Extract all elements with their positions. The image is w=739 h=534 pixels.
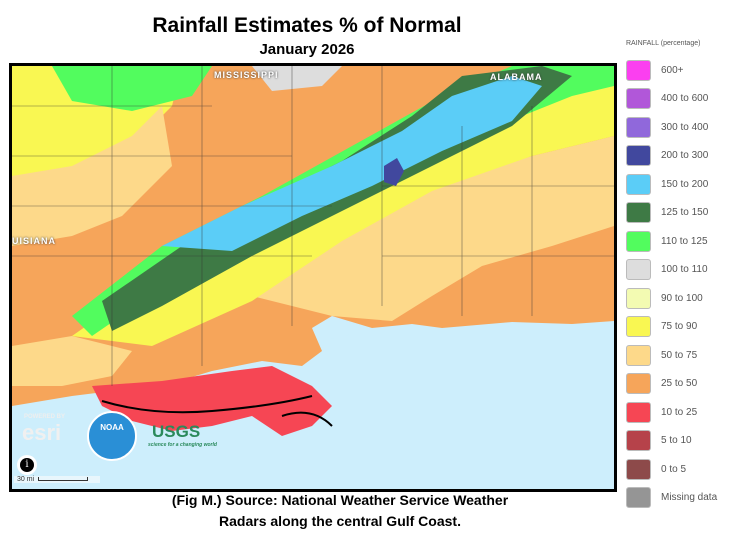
state-label-alabama: ALABAMA (490, 72, 543, 82)
legend-item: 110 to 125 (626, 227, 739, 256)
legend-swatch (626, 173, 651, 195)
legend-label: 5 to 10 (661, 435, 692, 447)
scale-bar-line (38, 477, 89, 481)
legend-swatch (626, 458, 651, 480)
legend-swatch (626, 487, 651, 509)
zone-yellow-band (72, 86, 614, 346)
legend-label: 100 to 110 (661, 264, 708, 276)
legend-swatch (626, 202, 651, 224)
county-boundaries (12, 66, 614, 386)
legend-label: 600+ (661, 64, 684, 76)
legend-item: 125 to 150 (626, 199, 739, 228)
zone-upper-left-light (12, 106, 172, 246)
legend-item: 0 to 5 (626, 455, 739, 484)
zone-north-gray (252, 66, 342, 91)
legend-label: 0 to 5 (661, 463, 687, 475)
coastline (101, 395, 333, 427)
esri-powered-by: POWERED BY (24, 414, 66, 420)
zone-coast-light (12, 336, 132, 386)
scale-label: 30 mi (17, 476, 35, 483)
legend-label: 90 to 100 (661, 292, 703, 304)
legend-header: RAINFALL (percentage) (626, 40, 701, 47)
legend-item: 600+ (626, 56, 739, 85)
legend-swatch (626, 116, 651, 138)
legend-label: 110 to 125 (661, 235, 708, 247)
legend-swatch (626, 145, 651, 167)
zone-coast-red (92, 366, 332, 436)
zone-purple-spot (384, 158, 404, 186)
legend-item: 300 to 400 (626, 113, 739, 142)
map-subtitle: January 2026 (259, 41, 355, 58)
caption-line-1: (Fig M.) Source: National Weather Servic… (171, 492, 509, 508)
map-title: Rainfall Estimates % of Normal (152, 14, 462, 37)
usgs-tagline: science for a changing world (148, 442, 217, 448)
esri-logo: esri (22, 420, 62, 445)
legend-item: 10 to 25 (626, 398, 739, 427)
scale-bar: 30 mi (14, 476, 100, 483)
usgs-logo: USGS (152, 422, 201, 441)
legend-label: 400 to 600 (661, 93, 709, 105)
legend-label: 150 to 200 (661, 178, 709, 190)
legend-swatch (626, 401, 651, 423)
legend-label: 75 to 90 (661, 321, 698, 333)
legend-item: 50 to 75 (626, 341, 739, 370)
legend: RAINFALL (percentage) 600+ 400 to 600 300 … (626, 40, 739, 512)
legend-item: 150 to 200 (626, 170, 739, 199)
rainfall-map[interactable]: MISSISSIPPI ALABAMA UISIANA POWERED BY e… (9, 63, 617, 492)
legend-swatch (626, 59, 651, 81)
noaa-logo: NOAA (87, 411, 137, 461)
rainfall-map-layer (12, 66, 614, 489)
zone-southeast-light (252, 136, 614, 321)
legend-swatch (626, 430, 651, 452)
legend-label: 25 to 50 (661, 378, 698, 390)
legend-swatch (626, 316, 651, 338)
legend-items: 600+ 400 to 600 300 to 400 200 to 300 150 to… (626, 56, 739, 512)
legend-item: 75 to 90 (626, 313, 739, 342)
legend-label: Missing data (661, 492, 718, 504)
legend-item: 25 to 50 (626, 370, 739, 399)
legend-item: 200 to 300 (626, 142, 739, 171)
legend-item: Missing data (626, 484, 739, 513)
zone-north-green (52, 66, 212, 111)
legend-item: 90 to 100 (626, 284, 739, 313)
legend-item: 100 to 110 (626, 256, 739, 285)
legend-label: 10 to 25 (661, 406, 698, 418)
caption-line-2: Radars along the central Gulf Coast. (219, 513, 461, 529)
legend-swatch (626, 373, 651, 395)
noaa-logo-text: NOAA (100, 423, 124, 432)
gulf-bay (322, 334, 362, 366)
state-label-mississippi: MISSISSIPPI (214, 70, 279, 80)
state-label-louisiana: UISIANA (12, 236, 57, 246)
legend-label: 50 to 75 (661, 349, 698, 361)
legend-swatch (626, 344, 651, 366)
legend-label: 200 to 300 (661, 150, 709, 162)
legend-label: 125 to 150 (661, 207, 709, 219)
legend-item: 400 to 600 (626, 85, 739, 114)
legend-swatch (626, 287, 651, 309)
info-icon[interactable]: i (20, 458, 34, 472)
legend-swatch (626, 230, 651, 252)
legend-swatch (626, 88, 651, 110)
legend-swatch (626, 259, 651, 281)
legend-label: 300 to 400 (661, 121, 709, 133)
zone-blue-band (162, 76, 542, 251)
legend-item: 5 to 10 (626, 427, 739, 456)
